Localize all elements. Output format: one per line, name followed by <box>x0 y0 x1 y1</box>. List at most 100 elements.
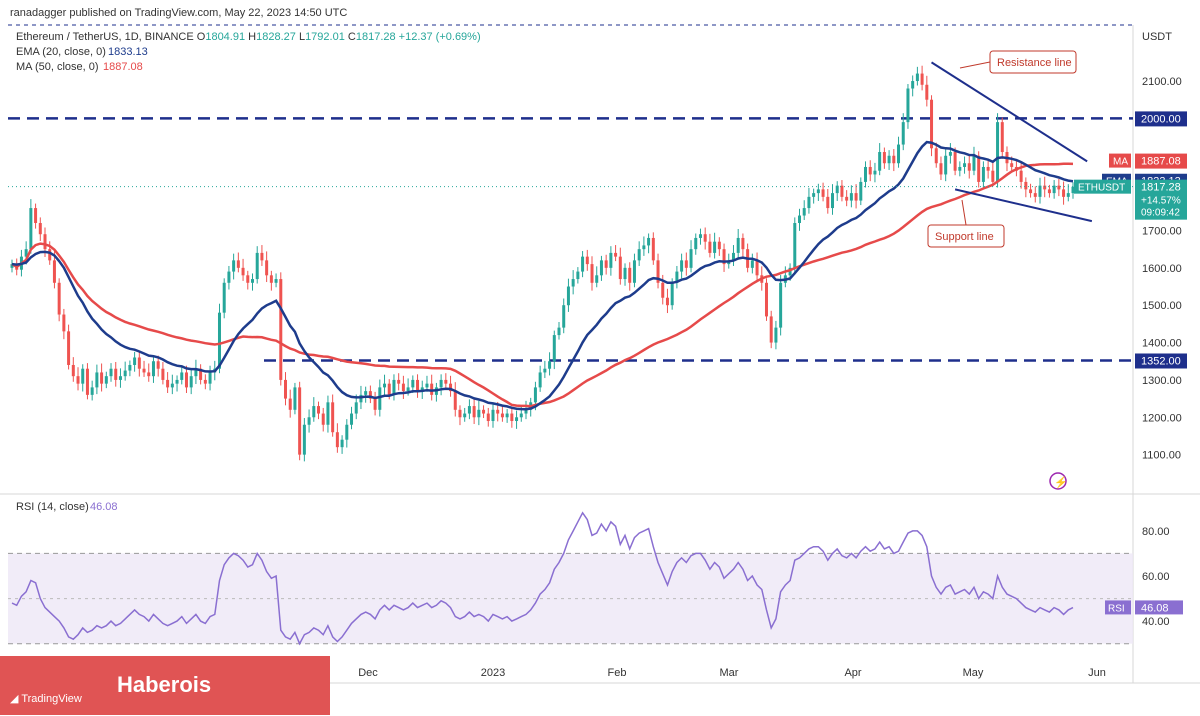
x-tick-label: 2023 <box>481 667 505 679</box>
candle-body <box>232 260 236 272</box>
rsi-tick-label: 40.00 <box>1142 616 1170 628</box>
candle-body <box>250 279 254 283</box>
candle-body <box>651 237 655 261</box>
ema-legend-label: EMA (20, close, 0) <box>16 46 106 58</box>
candle-body <box>67 331 71 365</box>
y-tick-label: 1400.00 <box>1142 338 1182 350</box>
rsi-legend-label: RSI (14, close) <box>16 501 89 513</box>
candle-body <box>845 196 849 201</box>
candle-body <box>524 409 528 414</box>
candle-body <box>118 376 122 380</box>
candle-body <box>293 387 297 410</box>
price-tag-bg <box>1135 153 1187 169</box>
candle-body <box>260 252 264 261</box>
candle-body <box>439 379 443 388</box>
y-tick-label: 1500.00 <box>1142 300 1182 312</box>
candle-body <box>274 279 278 283</box>
candle-body <box>269 275 273 283</box>
brand-banner: Haberois <box>0 656 330 715</box>
candle-body <box>453 391 457 410</box>
candle-body <box>642 245 646 250</box>
candle-body <box>425 383 429 388</box>
candle-body <box>684 260 688 268</box>
candle-body <box>689 249 693 268</box>
candle-body <box>736 237 740 253</box>
candle-body <box>496 409 500 414</box>
candle-body <box>632 260 636 283</box>
candle-body <box>793 223 797 268</box>
candle-body <box>71 364 75 377</box>
candle-body <box>1019 170 1023 182</box>
price-tag-bg <box>1135 111 1187 127</box>
candle-body <box>449 383 453 392</box>
y-tick-label: 2100.00 <box>1142 76 1182 88</box>
candle-body <box>95 372 99 388</box>
candle-body <box>618 256 622 280</box>
candle-body <box>137 357 141 369</box>
candle-body <box>755 260 759 276</box>
candle-body <box>170 383 174 388</box>
candle-body <box>317 406 321 414</box>
candle-body <box>548 361 552 369</box>
candle-body <box>816 189 820 194</box>
candle-body <box>227 271 231 283</box>
candle-body <box>873 170 877 175</box>
candle-body <box>614 252 618 257</box>
candle-body <box>444 379 448 384</box>
lightning-icon-glyph: ⚡ <box>1054 476 1068 489</box>
price-tag-bg <box>1135 179 1187 220</box>
candle-body <box>62 314 66 332</box>
candle-body <box>571 279 575 287</box>
candle-body <box>717 241 721 250</box>
candle-body <box>326 402 330 425</box>
candle-body <box>703 234 707 242</box>
candle-body <box>1000 122 1004 153</box>
candle-body <box>288 398 292 410</box>
candle-body <box>831 193 835 209</box>
resistance-label-pointer <box>959 61 991 69</box>
price-tag-bg <box>1135 353 1187 369</box>
candle-body <box>859 181 863 201</box>
candle-body <box>599 260 603 276</box>
candle-body <box>123 370 127 377</box>
candle-body <box>482 409 486 414</box>
candle-body <box>76 376 80 384</box>
candle-body <box>246 275 250 283</box>
candle-body <box>1071 186 1075 194</box>
support-label: Support line <box>935 231 994 243</box>
candle-body <box>241 267 245 276</box>
candle-body <box>1010 163 1014 167</box>
candle-body <box>397 379 401 384</box>
candle-body <box>364 391 368 395</box>
candle-body <box>934 148 938 164</box>
candle-body <box>265 260 269 276</box>
candle-body <box>284 379 288 399</box>
candle-body <box>199 368 203 380</box>
rsi-tag-name-bg <box>1105 600 1131 615</box>
price-tag-name: ETHUSDT <box>1078 183 1125 194</box>
candle-body <box>826 196 830 209</box>
candle-body <box>595 275 599 283</box>
candle-body <box>203 379 207 384</box>
candle-body <box>722 249 726 265</box>
candle-body <box>661 282 665 298</box>
candle-body <box>878 152 882 171</box>
candle-body <box>184 372 188 388</box>
candle-body <box>1066 193 1070 197</box>
candle-body <box>515 417 519 422</box>
candle-body <box>996 122 1000 182</box>
candle-body <box>142 368 146 373</box>
candle-body <box>920 73 924 85</box>
candle-body <box>930 99 934 149</box>
candle-body <box>189 376 193 388</box>
candle-body <box>1038 185 1042 197</box>
candle-body <box>557 327 561 336</box>
candle-body <box>713 241 717 253</box>
candle-body <box>543 368 547 373</box>
candle-body <box>897 144 901 164</box>
y-axis-unit: USDT <box>1142 31 1172 43</box>
candle-body <box>533 387 537 403</box>
candle-body <box>477 409 481 418</box>
ema-legend-value: 1833.13 <box>108 46 148 58</box>
